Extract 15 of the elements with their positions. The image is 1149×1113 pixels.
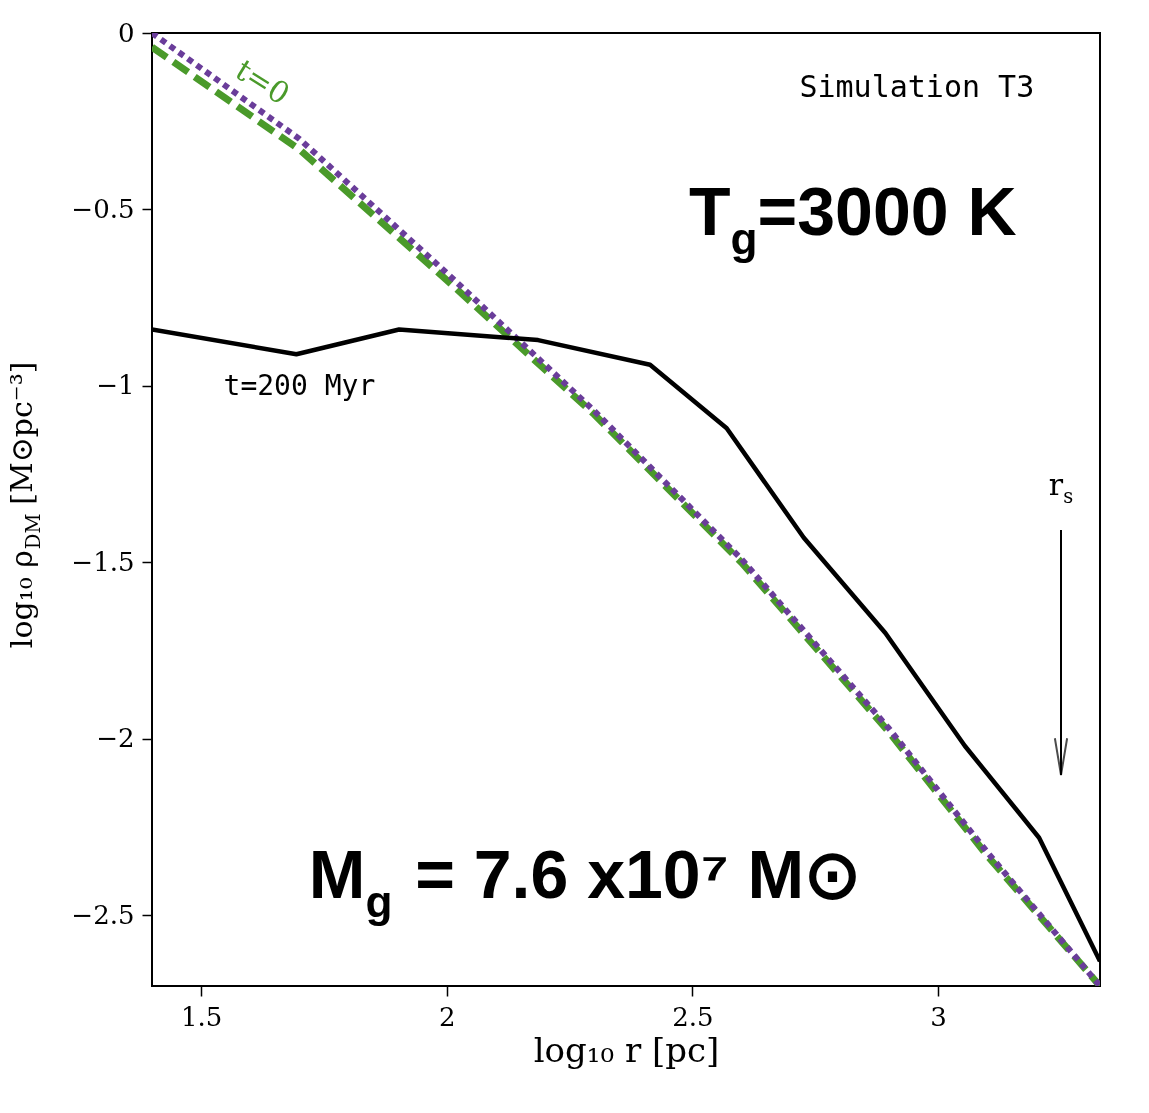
annotation: Simulation T3 [799,69,1035,104]
y-tick-label: −0.5 [71,193,135,224]
y-tick-label: −1 [96,370,135,401]
annotation: t=0 [229,51,296,112]
x-tick-label: 2.5 [672,1001,714,1032]
y-axis-title: log₁₀ ρDM [M⊙pc⁻³] [4,361,46,649]
y-tick-label: −1.5 [71,546,135,577]
x-axis-title: log₁₀ r [pc] [533,1029,720,1070]
y-tick-label: −2.5 [71,899,135,930]
x-tick-label: 3 [930,1001,947,1032]
y-tick-label: −2 [96,723,135,754]
annotation: t=200 Myr [223,369,376,402]
x-tick-label: 2 [438,1001,456,1032]
x-tick-label: 1.5 [180,1001,223,1032]
y-tick-label: 0 [117,17,135,48]
